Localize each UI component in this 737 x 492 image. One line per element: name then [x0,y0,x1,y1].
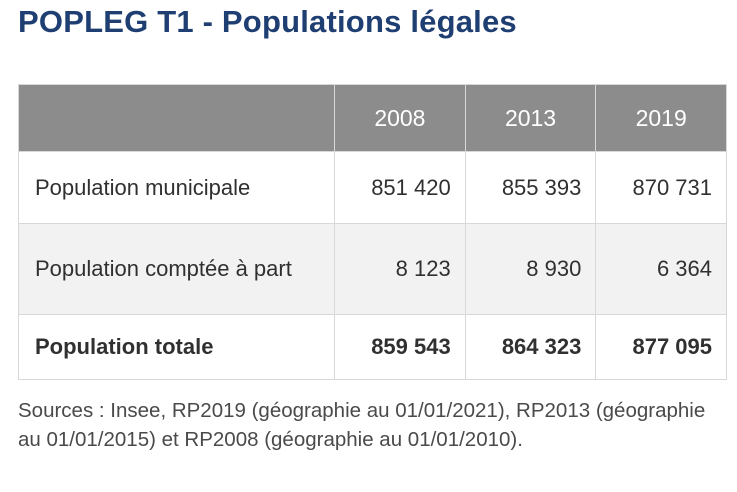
row-label: Population comptée à part [17,223,336,315]
populations-table: 2008 2013 2019 Population municipale 851… [17,84,727,380]
cell-value: 8 123 [334,223,466,315]
header-empty-cell [17,84,336,152]
cell-value: 870 731 [595,151,727,224]
table-row: Population municipale 851 420 855 393 87… [17,151,727,224]
row-label: Population municipale [17,151,336,224]
page-title: POPLEG T1 - Populations légales [18,4,517,39]
header-year-2019: 2019 [595,84,727,152]
table-row: Population comptée à part 8 123 8 930 6 … [17,223,727,315]
cell-value: 8 930 [464,223,597,315]
table-header-row: 2008 2013 2019 [17,84,727,152]
table-row-total: Population totale 859 543 864 323 877 09… [17,314,727,380]
cell-value: 6 364 [595,223,727,315]
row-label: Population totale [17,314,336,380]
cell-value: 851 420 [334,151,466,224]
cell-value: 864 323 [464,314,597,380]
header-year-2008: 2008 [334,84,466,152]
cell-value: 877 095 [595,314,727,380]
cell-value: 859 543 [334,314,466,380]
header-year-2013: 2013 [464,84,597,152]
cell-value: 855 393 [464,151,597,224]
sources-note: Sources : Insee, RP2019 (géographie au 0… [18,399,706,451]
